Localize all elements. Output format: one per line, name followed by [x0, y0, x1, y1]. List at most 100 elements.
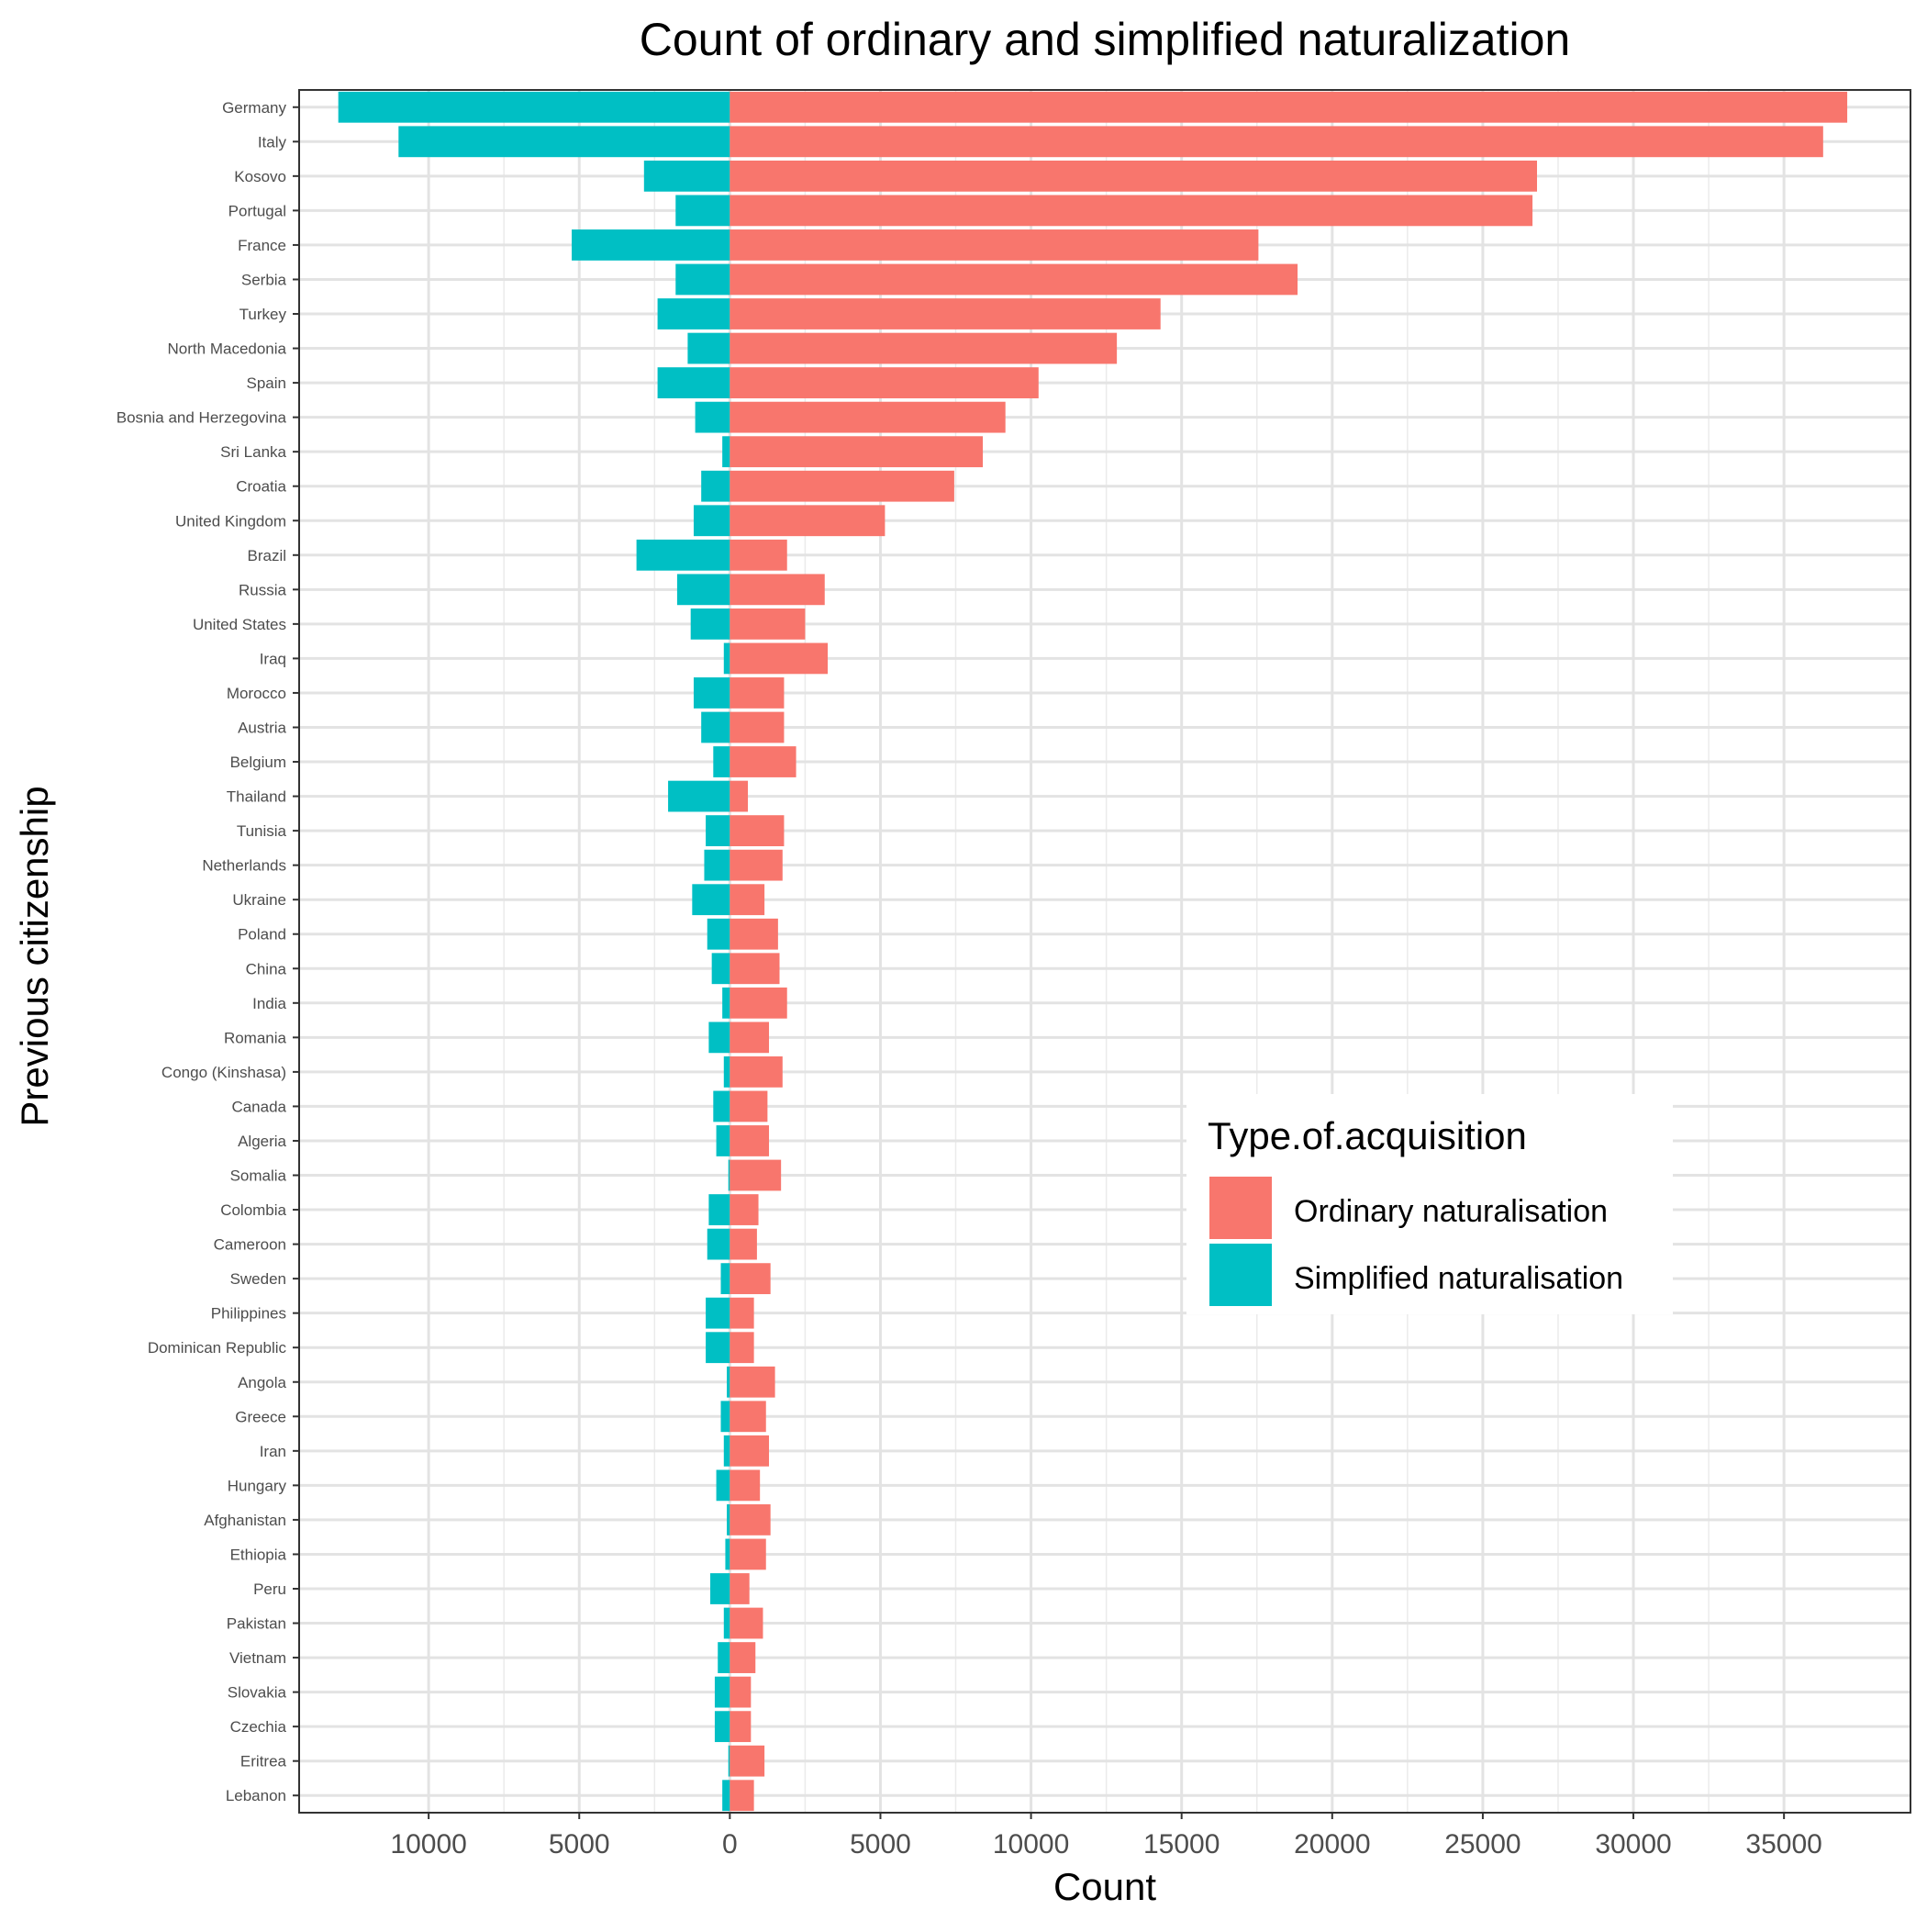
y-tick-label: Peru [253, 1580, 286, 1598]
bar-simplified [723, 1055, 730, 1088]
y-tick-label: North Macedonia [168, 341, 287, 358]
y-tick-label: France [238, 237, 286, 254]
y-tick-label: Portugal [228, 202, 286, 219]
bar-ordinary [730, 505, 886, 537]
legend-title: Type.of.acquisition [1208, 1114, 1527, 1157]
bar-simplified [713, 746, 730, 777]
y-tick-label: Ukraine [232, 891, 286, 909]
y-tick-label: Netherlands [202, 857, 286, 875]
bar-ordinary [730, 1642, 756, 1673]
bar-ordinary [730, 1090, 768, 1122]
y-tick-label: Philippines [211, 1305, 286, 1323]
bar-simplified [714, 1711, 730, 1743]
y-tick-label: United Kingdom [175, 512, 286, 530]
bar-simplified [714, 1676, 730, 1708]
y-tick-label: Iran [260, 1443, 286, 1460]
x-tick-label: 30000 [1595, 1829, 1671, 1859]
bar-simplified [701, 470, 730, 502]
bar-ordinary [730, 918, 778, 950]
bar-simplified [722, 987, 730, 1019]
bar-simplified [707, 918, 730, 950]
bar-ordinary [730, 470, 954, 502]
bar-ordinary [730, 642, 829, 675]
bar-ordinary [730, 780, 749, 812]
bar-ordinary [730, 160, 1538, 192]
bar-simplified [693, 677, 730, 709]
bar-simplified [643, 160, 730, 192]
bar-ordinary [730, 711, 785, 743]
y-tick-label: Bosnia and Herzegovina [117, 409, 287, 427]
y-tick-label: Croatia [236, 478, 286, 496]
bar-simplified [706, 1297, 730, 1329]
bar-simplified [636, 539, 730, 571]
grid-layer [299, 90, 1910, 1813]
x-tick-label: 5000 [850, 1829, 911, 1859]
bar-simplified [720, 1401, 730, 1433]
x-axis-title: Count [1053, 1865, 1156, 1908]
bar-simplified [727, 1504, 730, 1536]
bar-simplified [572, 229, 730, 261]
bar-simplified [718, 1642, 730, 1673]
bar-simplified [706, 815, 730, 847]
bar-simplified [668, 780, 730, 812]
bar-ordinary [730, 1676, 752, 1708]
y-tick-label: Austria [238, 719, 286, 736]
bar-simplified [675, 263, 730, 296]
x-tick-label: 5000 [549, 1829, 610, 1859]
bar-ordinary [730, 1538, 766, 1570]
y-tick-label: Greece [235, 1408, 286, 1425]
bar-ordinary [730, 1573, 750, 1604]
bar-ordinary [730, 987, 787, 1019]
bar-ordinary [730, 229, 1259, 261]
bar-simplified [707, 1228, 730, 1260]
y-tick-label: Iraq [260, 650, 286, 667]
y-tick-label: Serbia [241, 271, 287, 288]
bar-ordinary [730, 608, 806, 640]
bar-simplified [728, 1159, 730, 1191]
bar-simplified [723, 1435, 730, 1467]
bar-simplified [713, 1090, 730, 1122]
bar-ordinary [730, 195, 1533, 227]
bar-ordinary [730, 953, 780, 985]
y-tick-label: Congo (Kinshasa) [162, 1064, 286, 1081]
bar-simplified [728, 1745, 730, 1777]
y-tick-label: Afghanistan [204, 1512, 286, 1529]
bar-ordinary [730, 367, 1039, 398]
y-tick-label: Tunisia [237, 822, 287, 840]
y-tick-label: Pakistan [227, 1615, 286, 1633]
bar-ordinary [730, 849, 783, 881]
y-tick-label: Thailand [227, 788, 286, 806]
bar-simplified [687, 332, 730, 364]
y-tick-label: Turkey [239, 306, 287, 323]
y-tick-label: Cameroon [214, 1236, 286, 1254]
y-tick-label: Germany [222, 99, 286, 117]
bars-layer [338, 91, 1848, 1812]
bar-simplified [675, 195, 730, 227]
bar-ordinary [730, 677, 785, 709]
bar-simplified [722, 1780, 730, 1812]
y-tick-label: Spain [247, 374, 286, 392]
x-tick-label: 0 [722, 1829, 738, 1859]
bar-ordinary [730, 1780, 754, 1812]
bar-ordinary [730, 1469, 761, 1502]
bar-simplified [720, 1263, 730, 1295]
legend-label-ordinary: Ordinary naturalisation [1294, 1194, 1608, 1229]
y-tick-label: Algeria [238, 1133, 286, 1150]
bar-ordinary [730, 1297, 754, 1329]
y-tick-label: Hungary [228, 1477, 287, 1494]
legend-swatch-simplified [1209, 1244, 1272, 1306]
x-tick-label: 25000 [1444, 1829, 1520, 1859]
y-tick-label: Eritrea [240, 1753, 287, 1770]
bar-simplified [711, 953, 730, 985]
x-tick-label: 20000 [1294, 1829, 1370, 1859]
bar-ordinary [730, 884, 765, 916]
bar-ordinary [730, 1159, 782, 1191]
bar-ordinary [730, 1504, 771, 1536]
bar-simplified [338, 91, 730, 123]
y-tick-label: Belgium [230, 754, 286, 771]
bar-ordinary [730, 1125, 770, 1156]
y-tick-label: Slovakia [228, 1684, 287, 1702]
x-tick-label: 15000 [1143, 1829, 1220, 1859]
bar-ordinary [730, 1745, 765, 1777]
